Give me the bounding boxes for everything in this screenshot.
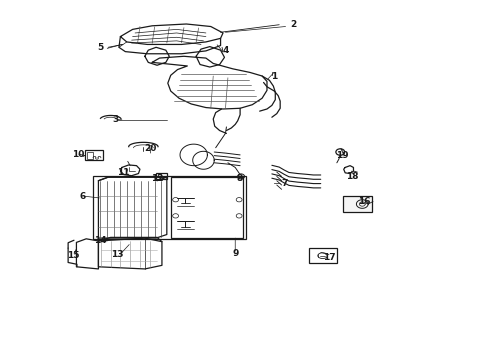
Bar bbox=[87, 152, 93, 159]
Text: 17: 17 bbox=[323, 253, 335, 262]
Text: 13: 13 bbox=[111, 250, 123, 259]
Text: 10: 10 bbox=[72, 150, 84, 159]
Text: 18: 18 bbox=[346, 172, 359, 181]
Bar bbox=[93, 176, 246, 239]
Text: 16: 16 bbox=[359, 197, 371, 206]
Text: 4: 4 bbox=[222, 46, 229, 55]
Text: 5: 5 bbox=[98, 43, 104, 52]
Text: 12: 12 bbox=[151, 174, 163, 183]
Text: 2: 2 bbox=[291, 19, 297, 28]
Text: 7: 7 bbox=[281, 179, 287, 188]
Bar bbox=[309, 248, 337, 263]
Bar bbox=[171, 177, 243, 238]
Text: 6: 6 bbox=[80, 192, 86, 201]
Text: 8: 8 bbox=[236, 174, 242, 183]
Bar bbox=[156, 173, 167, 179]
Text: 19: 19 bbox=[337, 151, 349, 160]
Text: 11: 11 bbox=[117, 168, 129, 177]
Text: 15: 15 bbox=[67, 251, 79, 260]
Bar bbox=[158, 174, 161, 177]
Text: 9: 9 bbox=[232, 249, 239, 258]
Text: 1: 1 bbox=[271, 72, 277, 81]
Text: 3: 3 bbox=[112, 114, 119, 123]
Bar bbox=[85, 150, 103, 160]
Text: 20: 20 bbox=[145, 144, 157, 153]
Text: 14: 14 bbox=[94, 237, 106, 246]
Bar bbox=[343, 197, 372, 212]
